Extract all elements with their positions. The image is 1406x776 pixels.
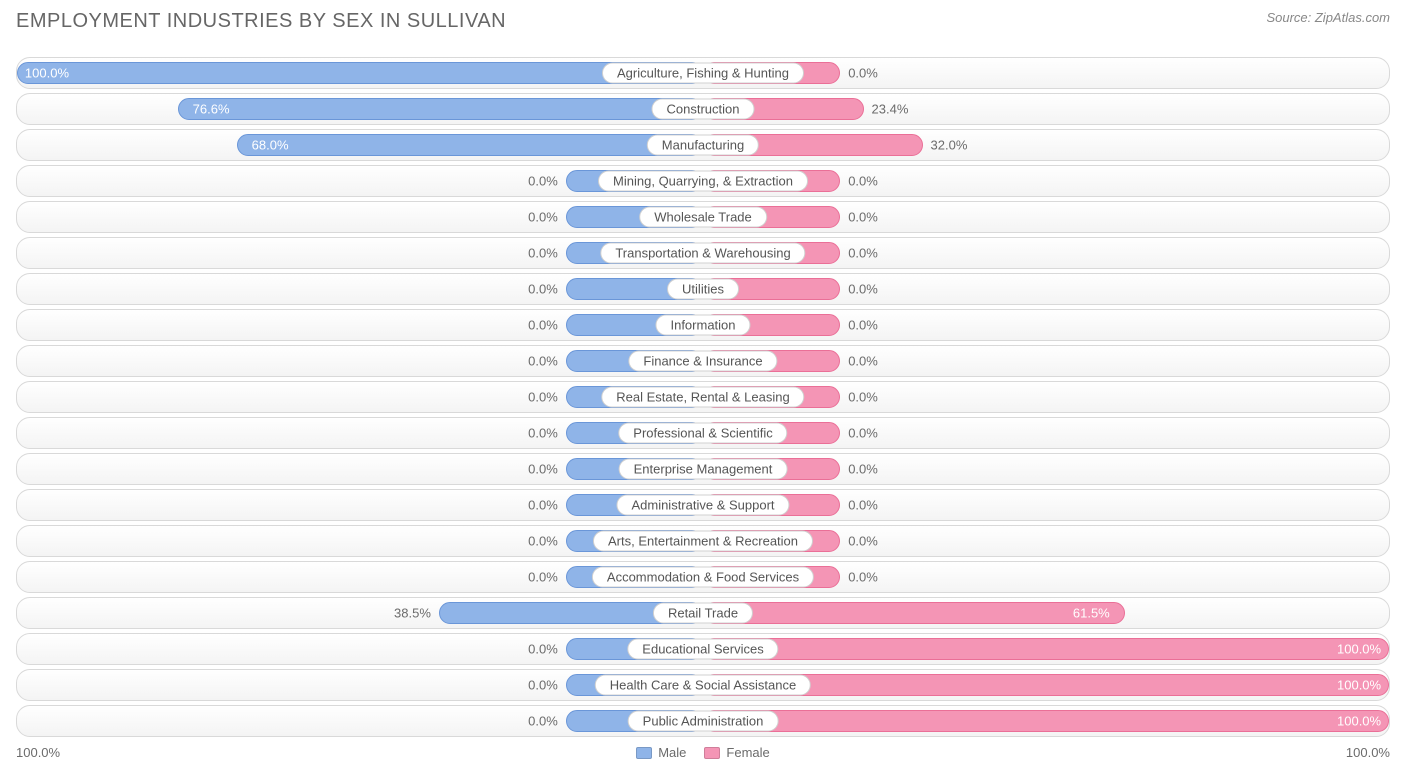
table-row: 0.0% 0.0% Professional & Scientific	[16, 417, 1390, 449]
category-label: Educational Services	[627, 639, 778, 660]
value-female: 0.0%	[848, 498, 878, 513]
category-label: Mining, Quarrying, & Extraction	[598, 171, 808, 192]
category-label: Real Estate, Rental & Leasing	[601, 387, 804, 408]
value-female: 0.0%	[848, 66, 878, 81]
value-female: 100.0%	[1337, 642, 1381, 657]
category-label: Accommodation & Food Services	[592, 567, 814, 588]
value-male: 0.0%	[528, 426, 558, 441]
category-label: Public Administration	[628, 711, 779, 732]
chart-source: Source: ZipAtlas.com	[1266, 10, 1390, 25]
table-row: 0.0% 100.0% Health Care & Social Assistanc…	[16, 669, 1390, 701]
value-female: 0.0%	[848, 534, 878, 549]
value-male: 0.0%	[528, 282, 558, 297]
value-male: 0.0%	[528, 318, 558, 333]
category-label: Manufacturing	[647, 135, 759, 156]
table-row: 0.0% 0.0% Mining, Quarrying, & Extraction	[16, 165, 1390, 197]
value-female: 0.0%	[848, 354, 878, 369]
table-row: 0.0% 0.0% Arts, Entertainment & Recreation	[16, 525, 1390, 557]
value-female: 0.0%	[848, 426, 878, 441]
diverging-bar-chart: 100.0% 0.0% Agriculture, Fishing & Hunting…	[16, 57, 1390, 737]
value-male: 0.0%	[528, 642, 558, 657]
axis-label-left: 100.0%	[16, 745, 60, 760]
category-label: Construction	[652, 99, 755, 120]
value-female: 32.0%	[931, 138, 968, 153]
value-female: 0.0%	[848, 210, 878, 225]
category-label: Wholesale Trade	[639, 207, 767, 228]
value-male: 76.6%	[193, 102, 230, 117]
value-male: 0.0%	[528, 678, 558, 693]
value-male: 0.0%	[528, 354, 558, 369]
value-male: 0.0%	[528, 498, 558, 513]
category-label: Enterprise Management	[619, 459, 788, 480]
category-label: Administrative & Support	[616, 495, 789, 516]
value-male: 0.0%	[528, 462, 558, 477]
table-row: 0.0% 0.0% Real Estate, Rental & Leasing	[16, 381, 1390, 413]
value-male: 0.0%	[528, 210, 558, 225]
legend-item-male: Male	[636, 745, 686, 760]
legend-item-female: Female	[704, 745, 769, 760]
table-row: 0.0% 0.0% Information	[16, 309, 1390, 341]
value-female: 61.5%	[1073, 606, 1110, 621]
value-male: 0.0%	[528, 570, 558, 585]
legend: Male Female	[636, 745, 770, 760]
table-row: 38.5% 61.5% Retail Trade	[16, 597, 1390, 629]
legend-label-female: Female	[726, 745, 769, 760]
value-male: 0.0%	[528, 174, 558, 189]
category-label: Professional & Scientific	[618, 423, 787, 444]
table-row: 0.0% 0.0% Accommodation & Food Services	[16, 561, 1390, 593]
category-label: Health Care & Social Assistance	[595, 675, 811, 696]
table-row: 0.0% 0.0% Utilities	[16, 273, 1390, 305]
value-female: 0.0%	[848, 282, 878, 297]
table-row: 0.0% 0.0% Finance & Insurance	[16, 345, 1390, 377]
table-row: 76.6% 23.4% Construction	[16, 93, 1390, 125]
category-label: Agriculture, Fishing & Hunting	[602, 63, 804, 84]
value-male: 0.0%	[528, 246, 558, 261]
value-female: 0.0%	[848, 246, 878, 261]
value-male: 0.0%	[528, 534, 558, 549]
value-female: 0.0%	[848, 570, 878, 585]
table-row: 0.0% 100.0% Public Administration	[16, 705, 1390, 737]
legend-label-male: Male	[658, 745, 686, 760]
value-female: 100.0%	[1337, 678, 1381, 693]
value-female: 0.0%	[848, 462, 878, 477]
value-male: 38.5%	[394, 606, 431, 621]
chart-header: EMPLOYMENT INDUSTRIES BY SEX IN SULLIVAN…	[16, 10, 1390, 33]
table-row: 100.0% 0.0% Agriculture, Fishing & Hunting	[16, 57, 1390, 89]
bar-male	[17, 62, 703, 84]
category-label: Information	[655, 315, 750, 336]
table-row: 0.0% 0.0% Administrative & Support	[16, 489, 1390, 521]
category-label: Utilities	[667, 279, 739, 300]
value-female: 100.0%	[1337, 714, 1381, 729]
swatch-male-icon	[636, 747, 652, 759]
value-female: 0.0%	[848, 174, 878, 189]
swatch-female-icon	[704, 747, 720, 759]
category-label: Transportation & Warehousing	[600, 243, 805, 264]
value-female: 23.4%	[872, 102, 909, 117]
category-label: Arts, Entertainment & Recreation	[593, 531, 813, 552]
table-row: 0.0% 100.0% Educational Services	[16, 633, 1390, 665]
value-male: 0.0%	[528, 390, 558, 405]
bar-male	[178, 98, 703, 120]
bar-female	[703, 638, 1389, 660]
value-female: 0.0%	[848, 318, 878, 333]
bar-male	[237, 134, 703, 156]
chart-title: EMPLOYMENT INDUSTRIES BY SEX IN SULLIVAN	[16, 10, 506, 33]
table-row: 0.0% 0.0% Transportation & Warehousing	[16, 237, 1390, 269]
category-label: Finance & Insurance	[628, 351, 777, 372]
value-male: 100.0%	[25, 66, 69, 81]
category-label: Retail Trade	[653, 603, 753, 624]
table-row: 0.0% 0.0% Enterprise Management	[16, 453, 1390, 485]
table-row: 0.0% 0.0% Wholesale Trade	[16, 201, 1390, 233]
bar-female	[703, 710, 1389, 732]
value-male: 68.0%	[252, 138, 289, 153]
chart-footer: 100.0% Male Female 100.0%	[16, 745, 1390, 760]
bar-female	[703, 602, 1125, 624]
value-female: 0.0%	[848, 390, 878, 405]
axis-label-right: 100.0%	[1346, 745, 1390, 760]
table-row: 68.0% 32.0% Manufacturing	[16, 129, 1390, 161]
value-male: 0.0%	[528, 714, 558, 729]
